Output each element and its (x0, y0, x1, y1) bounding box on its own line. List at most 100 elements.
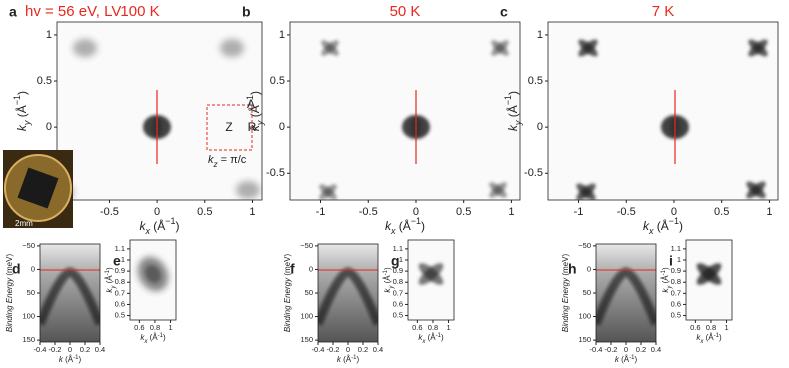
label-part: −1 (669, 216, 679, 226)
y-axis-label: ky (Å-1) (105, 267, 117, 293)
frame (39, 243, 101, 343)
y-tick-label: 0.9 (115, 266, 125, 275)
label-part: (Å (383, 275, 392, 286)
intensity-map (319, 40, 509, 200)
label-part: y (22, 120, 32, 126)
label-part: ) (421, 219, 425, 233)
y-tick-label: 100 (578, 312, 591, 321)
label-part: (Å (703, 333, 714, 342)
x-axis-label: k (Å-1) (337, 355, 360, 365)
x-tick-label: 0.5 (197, 206, 212, 218)
panel-letter: g (391, 253, 400, 269)
x-tick-label: 0.8 (428, 323, 438, 332)
kz-label: kz = π/c (208, 154, 247, 169)
label-part: ) (383, 267, 392, 270)
frame (289, 21, 521, 201)
label-part: k (615, 355, 620, 364)
label-part: k (696, 333, 701, 342)
label-part: ) (679, 219, 683, 233)
x-axis-label: kx (Å−1) (643, 216, 683, 236)
y-tick-label: −50 (22, 241, 35, 250)
label-part: k (661, 288, 670, 293)
x-tick-label: -0.4 (312, 345, 325, 354)
y-tick-label: 1 (46, 29, 52, 41)
x-tick-label: 1 (766, 206, 772, 218)
label-part: (meV) (283, 254, 292, 278)
x-tick-label: -0.2 (49, 345, 62, 354)
intensity-map (418, 263, 444, 285)
x-tick-label: 0 (671, 206, 677, 218)
x-tick-label: 0.6 (690, 323, 700, 332)
label-part: −1 (411, 216, 421, 226)
y-tick-label: 1 (121, 255, 125, 264)
label-part: x (699, 339, 704, 345)
x-tick-label: 0.6 (134, 323, 144, 332)
x-axis-label: kx (Å-1) (140, 333, 166, 345)
label-part: k (506, 124, 520, 131)
intensity (319, 184, 337, 200)
label-part: -1 (629, 355, 635, 361)
label-part: −1 (165, 216, 175, 226)
intensity (491, 40, 509, 56)
y-tick-label: 0.6 (671, 299, 681, 308)
label-part: k (418, 333, 423, 342)
label-part: y (111, 285, 117, 290)
y-tick-label: 1.1 (671, 244, 681, 253)
x-tick-label: -1 (574, 206, 584, 218)
label-part: k (15, 124, 29, 131)
y-tick-label: 100 (22, 312, 35, 321)
y-tick-label: 50 (27, 288, 35, 297)
panel-title: 100 K (120, 3, 159, 20)
label-part: ) (441, 333, 444, 342)
y-tick-label: 100 (300, 312, 313, 321)
x-tick-label: -1 (316, 206, 326, 218)
x-axis-label: kx (Å-1) (696, 333, 722, 345)
label-part: x (144, 226, 150, 236)
label-part: Binding Energy (283, 277, 292, 332)
x-tick-label: 1 (446, 323, 450, 332)
x-tick-label: 0 (154, 206, 160, 218)
label-part: k (337, 355, 342, 364)
label-part: ) (176, 219, 180, 233)
label-part: (Å (14, 105, 29, 120)
x-tick-label: 1 (508, 206, 514, 218)
dispersion (318, 267, 378, 326)
y-tick-label: -0.5 (524, 167, 543, 179)
y-axis-label: ky (Å−1) (245, 91, 265, 131)
label-part: ) (105, 267, 114, 270)
frame (685, 239, 733, 321)
y-tick-label: 0.9 (671, 266, 681, 275)
y-tick-label: 1 (279, 29, 285, 41)
panel-letter: d (12, 261, 21, 277)
label-part: −1 (503, 95, 513, 105)
frame (595, 243, 657, 343)
label-part: x (421, 339, 426, 345)
label-part: (Å (653, 218, 668, 233)
x-tick-label: 0.2 (636, 345, 646, 354)
label-part: = π/c (218, 154, 247, 166)
y-tick-label: 0.8 (393, 277, 403, 286)
label-part: x (648, 226, 654, 236)
y-axis-label: ky (Å−1) (503, 91, 523, 131)
panel-letter: f (290, 261, 295, 277)
x-axis-label: kx (Å−1) (139, 216, 179, 236)
label-part: (Å (105, 275, 114, 286)
label-part: -1 (436, 333, 442, 339)
y-tick-label: 1 (677, 255, 681, 264)
x-tick-label: 0 (68, 345, 72, 354)
y-tick-label: 0.8 (671, 277, 681, 286)
intensity (746, 181, 766, 199)
x-tick-label: 0.8 (706, 323, 716, 332)
intensity-map (596, 267, 656, 326)
x-tick-label: 1 (249, 206, 255, 218)
y-tick-label: −50 (578, 241, 591, 250)
panel-letter: h (568, 261, 577, 277)
label-part: k (139, 219, 146, 233)
point-a: A (247, 97, 255, 111)
label-part: ) (163, 333, 166, 342)
frame (317, 243, 379, 343)
label-part: y (667, 285, 673, 290)
y-tick-label: 0 (46, 121, 52, 133)
panel-letter: c (500, 4, 508, 20)
